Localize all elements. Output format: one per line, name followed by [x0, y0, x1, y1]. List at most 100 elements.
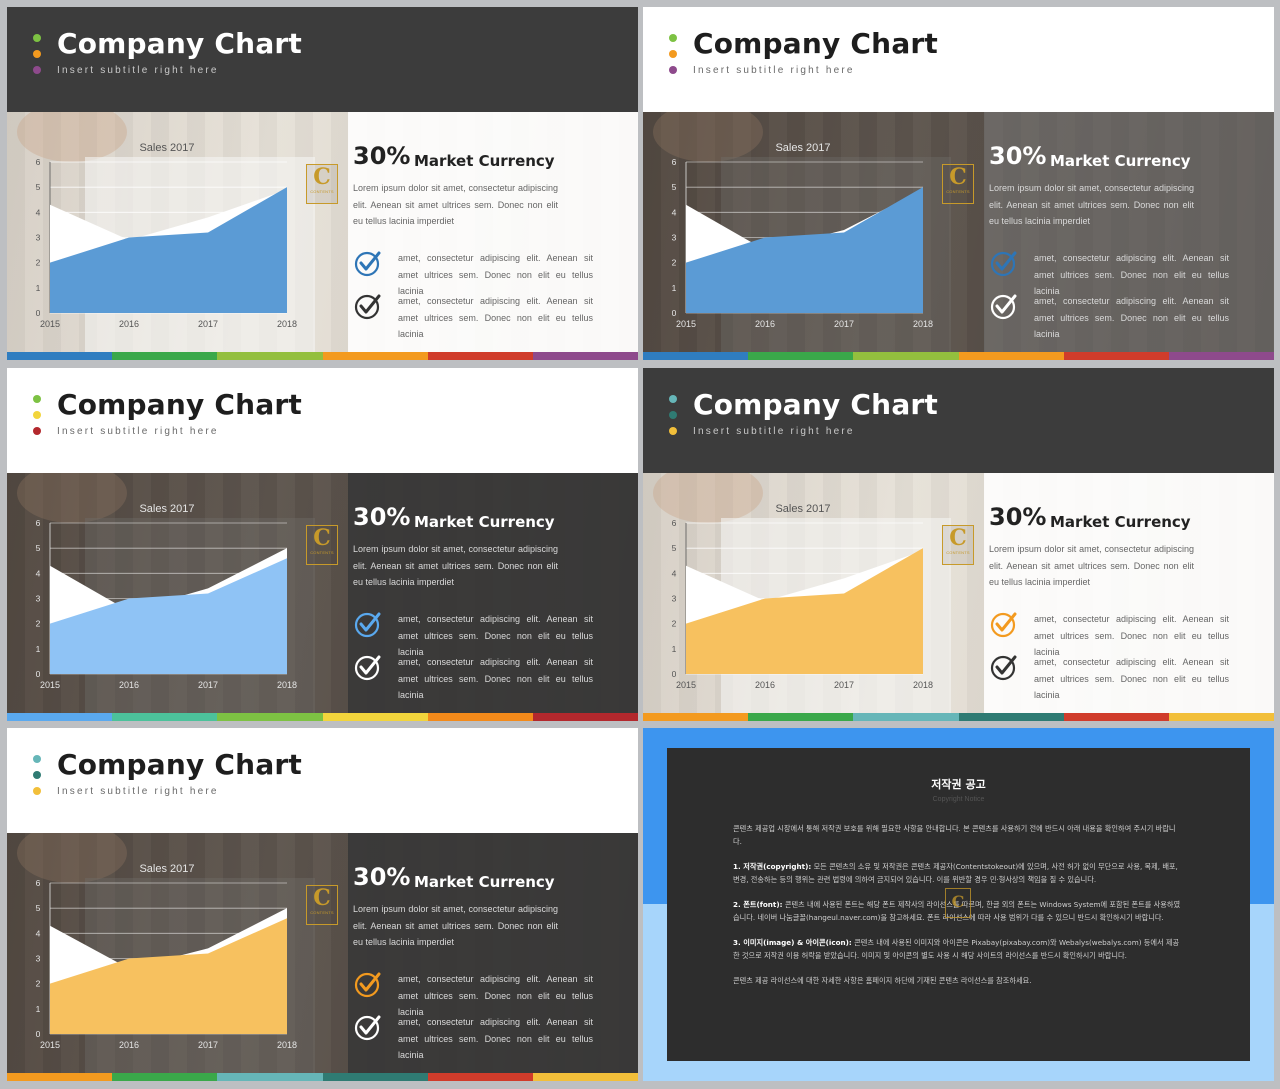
color-dot-icon — [33, 771, 41, 779]
badge-letter: C — [313, 885, 331, 911]
area-chart-svg: Sales 2017 0 1 2 3 4 5 6 2015 2016 2017 2018 — [672, 503, 933, 690]
contents-logo-badge: C CONTENTS — [306, 164, 338, 204]
copyright-card: 저작권 공고 Copyright Notice 콘텐츠 제공업 시장에서 통해 … — [667, 748, 1250, 1061]
badge-text: CONTENTS — [946, 550, 970, 555]
header-dots — [33, 755, 43, 803]
color-strip-segment — [322, 1073, 428, 1081]
x-tick-label: 2017 — [834, 680, 854, 690]
chart-title: Sales 2017 — [775, 503, 830, 515]
area-series-2 — [686, 187, 923, 313]
check-icon — [354, 1015, 381, 1041]
info-panel: 30% Market Currency Lorem ipsum dolor sit … — [348, 833, 638, 1073]
color-strip-segment — [427, 352, 533, 360]
color-strip-segment — [322, 713, 428, 721]
color-dot-icon — [33, 66, 41, 74]
check-icon — [990, 294, 1017, 320]
color-strip-segment — [427, 1073, 533, 1081]
y-tick-label: 6 — [672, 157, 677, 167]
y-tick-label: 3 — [36, 954, 41, 964]
color-strip-segment — [1063, 352, 1169, 360]
panel-description: Lorem ipsum dolor sit amet, consectetur … — [989, 183, 1194, 226]
copyright-section-3: 3. 이미지(image) & 아이콘(icon): 콘텐츠 내에 사용된 이미… — [733, 936, 1184, 962]
check-icon — [354, 655, 381, 681]
slide-1: Company Chart Insert subtitle right here S… — [7, 7, 638, 360]
y-tick-label: 2 — [672, 258, 677, 268]
color-strip-segment — [532, 713, 638, 721]
color-strip-segment — [643, 352, 749, 360]
chart-title: Sales 2017 — [139, 863, 194, 875]
y-tick-label: 0 — [36, 1029, 41, 1039]
copyright-intro: 콘텐츠 제공업 시장에서 통해 저작권 보호를 위해 필요한 사항을 안내합니다… — [733, 824, 1176, 846]
x-tick-label: 2018 — [277, 1040, 297, 1050]
color-strip-segment — [748, 352, 854, 360]
panel-description: Lorem ipsum dolor sit amet, consectetur … — [353, 183, 558, 226]
slide-subtitle: Insert subtitle right here — [57, 65, 219, 76]
y-tick-label: 3 — [36, 233, 41, 243]
area-chart: Sales 2017 0 1 2 3 4 5 6 2015 2016 2017 2018 — [27, 132, 327, 332]
color-strip-segment — [748, 713, 854, 721]
color-strip-segment — [958, 713, 1064, 721]
slide-header: Company Chart Insert subtitle right here — [7, 728, 638, 833]
y-tick-label: 0 — [672, 669, 677, 679]
x-tick-label: 2015 — [40, 319, 60, 329]
color-strip-segment — [1168, 352, 1274, 360]
color-strip-segment — [217, 352, 323, 360]
color-strip-segment — [1168, 713, 1274, 721]
color-strip — [7, 1073, 638, 1081]
x-tick-label: 2017 — [834, 319, 854, 329]
header-dots — [669, 34, 679, 82]
chart-title: Sales 2017 — [139, 503, 194, 515]
color-strip — [7, 352, 638, 360]
y-tick-label: 1 — [672, 644, 677, 654]
slide-subtitle: Insert subtitle right here — [693, 65, 855, 76]
color-strip-segment — [7, 1073, 113, 1081]
y-tick-label: 0 — [672, 308, 677, 318]
color-strip-segment — [112, 352, 218, 360]
x-tick-label: 2018 — [913, 319, 933, 329]
copyright-section-1: 1. 저작권(copyright): 모든 콘텐츠의 소유 및 저작권은 콘텐츠… — [733, 860, 1184, 886]
photo-hand — [17, 473, 127, 523]
slide-subtitle: Insert subtitle right here — [693, 426, 855, 437]
slide-title: Company Chart — [693, 388, 939, 421]
badge-letter: C — [949, 525, 967, 551]
y-tick-label: 3 — [672, 594, 677, 604]
y-tick-label: 2 — [36, 619, 41, 629]
info-panel: 30% Market Currency Lorem ipsum dolor sit … — [984, 473, 1274, 713]
y-tick-label: 4 — [36, 568, 41, 578]
y-tick-label: 6 — [36, 878, 41, 888]
x-tick-label: 2015 — [40, 1040, 60, 1050]
copyright-slide: 저작권 공고 Copyright Notice 콘텐츠 제공업 시장에서 통해 … — [643, 728, 1274, 1081]
slide-header: Company Chart Insert subtitle right here — [643, 7, 1274, 112]
badge-letter: C — [313, 525, 331, 551]
copyright-subtitle: Copyright Notice — [932, 796, 985, 803]
x-tick-label: 2017 — [198, 319, 218, 329]
slide-5: Company Chart Insert subtitle right here S… — [7, 728, 638, 1081]
check-icon — [354, 612, 381, 638]
y-tick-label: 5 — [672, 182, 677, 192]
y-tick-label: 2 — [36, 979, 41, 989]
slide-body: Sales 2017 0 1 2 3 4 5 6 2015 2016 2017 2018 C CONTEN… — [7, 473, 638, 713]
chart-title: Sales 2017 — [775, 142, 830, 154]
panel-heading: Market Currency — [1050, 513, 1191, 531]
color-strip-segment — [1063, 713, 1169, 721]
y-tick-label: 1 — [672, 283, 677, 293]
copyright-outro: 콘텐츠 제공 라이선스에 대한 자세한 사항은 홈페이지 하단에 기재된 콘텐츠… — [733, 976, 1032, 985]
color-dot-icon — [669, 427, 677, 435]
panel-heading: Market Currency — [414, 152, 555, 170]
checklist-item: amet, consectetur adipiscing elit. Aenea… — [1034, 614, 1229, 657]
panel-heading: Market Currency — [1050, 152, 1191, 170]
area-chart-svg: Sales 2017 0 1 2 3 4 5 6 2015 2016 2017 2018 — [36, 863, 297, 1050]
x-tick-label: 2016 — [119, 680, 139, 690]
checklist-item: amet, consectetur adipiscing elit. Aenea… — [398, 253, 593, 296]
y-tick-label: 0 — [36, 669, 41, 679]
y-tick-label: 4 — [36, 928, 41, 938]
badge-text: CONTENTS — [946, 189, 970, 194]
badge-letter: C — [313, 164, 331, 190]
y-tick-label: 6 — [36, 157, 41, 167]
copyright-section-label: 1. 저작권(copyright): — [733, 862, 812, 871]
x-tick-label: 2016 — [755, 680, 775, 690]
color-dot-icon — [33, 34, 41, 42]
color-strip-segment — [853, 352, 959, 360]
panel-description: Lorem ipsum dolor sit amet, consectetur … — [989, 544, 1194, 587]
slide-header: Company Chart Insert subtitle right here — [7, 368, 638, 473]
